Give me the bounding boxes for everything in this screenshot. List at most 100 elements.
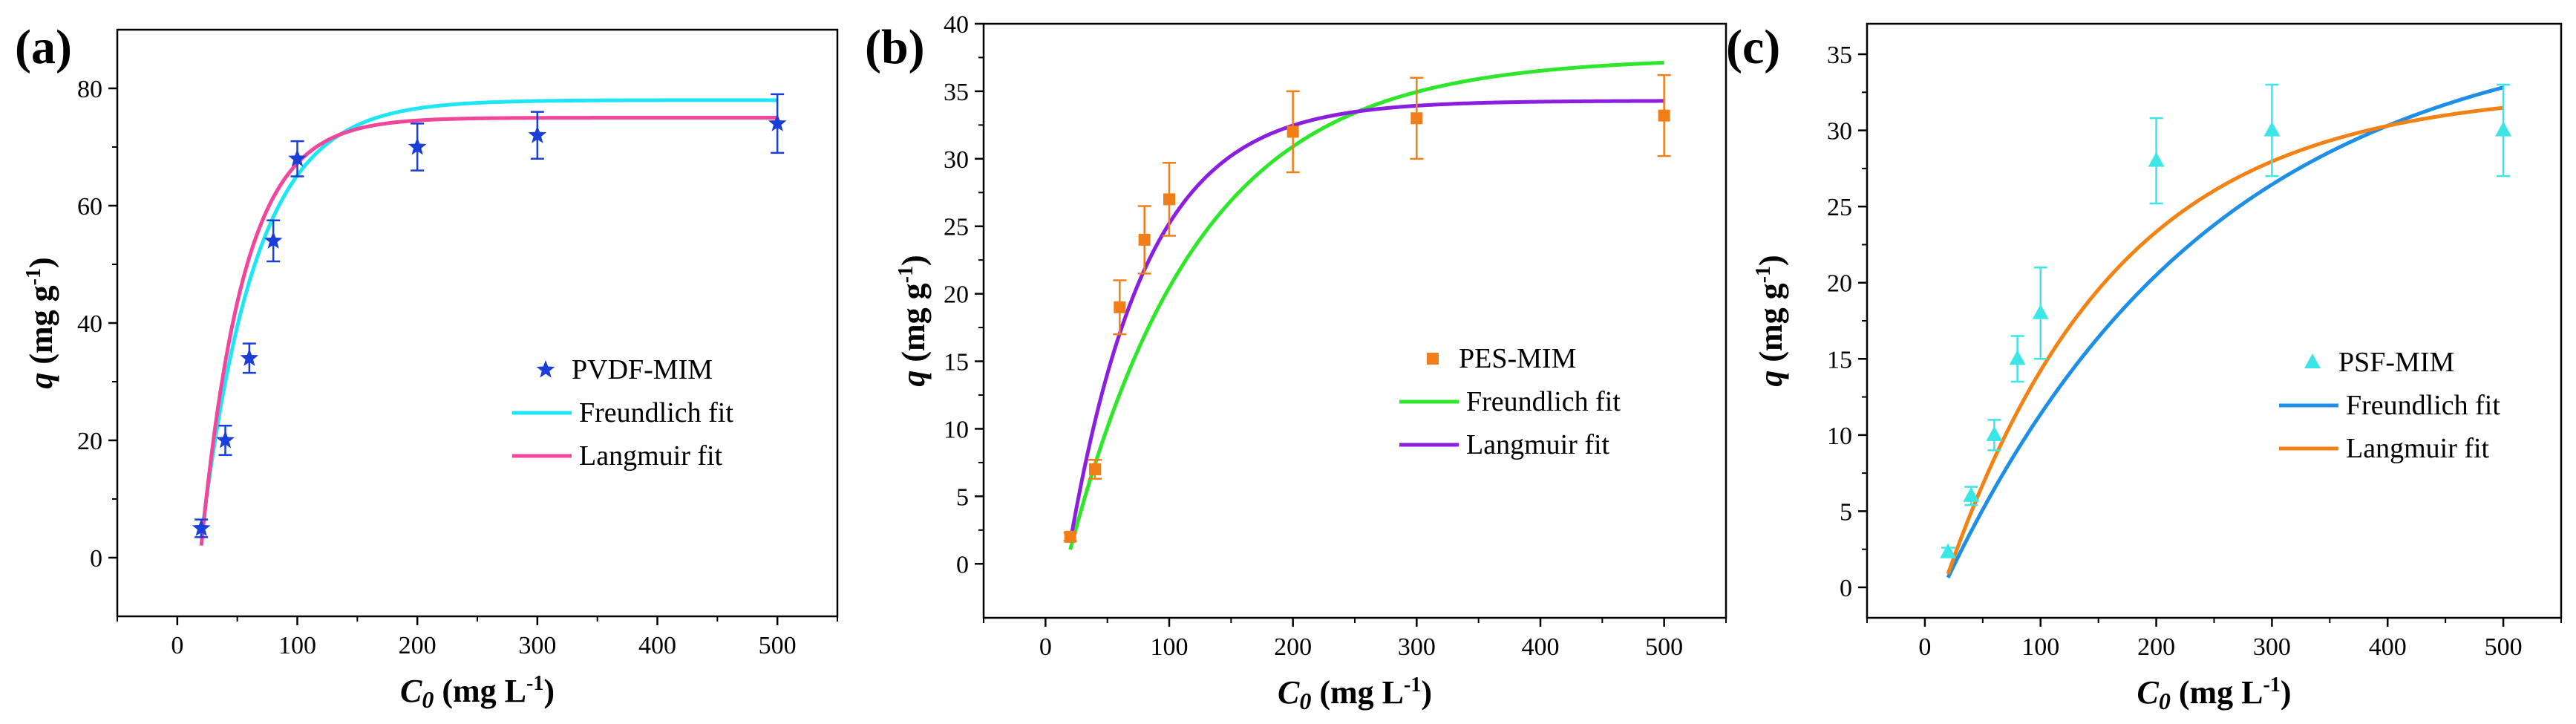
y-axis-title: q (mg g-1) (895, 255, 932, 386)
y-axis-title: q (mg g-1) (22, 257, 59, 388)
x-tick-label: 200 (399, 632, 437, 659)
panel-label: (a) (15, 20, 72, 74)
y-tick-label: 15 (944, 349, 969, 376)
data-point (240, 348, 259, 366)
data-point (2148, 151, 2165, 167)
x-tick-label: 400 (638, 632, 676, 659)
y-axis-close: ) (1753, 255, 1789, 266)
legend-marker (1427, 353, 1439, 365)
y-axis-symbol: q (23, 373, 59, 389)
y-tick-label: 0 (956, 551, 969, 578)
data-point (1138, 233, 1151, 246)
fit-curve-freundlich (1946, 85, 2504, 578)
y-tick-label: 20 (1827, 270, 1852, 298)
data-point (1410, 112, 1423, 125)
data-point (1658, 109, 1670, 122)
x-tick-label: 0 (171, 632, 183, 659)
x-axis-exponent: -1 (526, 672, 543, 695)
legend-label-fit: Langmuir fit (579, 440, 723, 472)
fit-curve-langmuir (1068, 99, 1664, 543)
y-axis-units: (mg g (23, 285, 59, 372)
y-tick-label: 5 (1840, 498, 1852, 526)
legend-label-fit: Freundlich fit (1466, 386, 1621, 417)
data-point (1064, 530, 1076, 543)
data-point (768, 114, 787, 131)
x-axis-symbol: C (400, 673, 422, 709)
y-tick-label: 15 (1827, 346, 1852, 374)
panel-label: (c) (1726, 20, 1780, 74)
y-axis-title: q (mg g-1) (1752, 255, 1789, 386)
legend-label-fit: Langmuir fit (1466, 429, 1610, 460)
x-tick-label: 0 (1039, 633, 1052, 661)
x-axis-close: ) (1421, 674, 1432, 711)
legend-label-fit: Freundlich fit (2346, 390, 2500, 421)
data-point (2263, 121, 2281, 137)
fit-curve-freundlich (199, 98, 778, 538)
data-point (2032, 304, 2049, 319)
y-tick-label: 40 (944, 11, 969, 39)
data-point (1986, 425, 2003, 441)
y-tick-label: 30 (1827, 118, 1852, 146)
data-point (2495, 121, 2512, 137)
y-tick-label: 10 (944, 416, 969, 443)
x-tick-label: 400 (2369, 633, 2407, 661)
x-axis-title: C0 (mg L-1) (400, 672, 555, 713)
y-tick-label: 60 (77, 193, 102, 221)
legend-marker (536, 360, 555, 378)
y-tick-label: 80 (77, 76, 102, 103)
x-tick-label: 200 (2137, 633, 2175, 661)
x-axis-exponent: -1 (1404, 674, 1421, 697)
x-axis-close: ) (543, 673, 555, 709)
data-point (528, 125, 547, 143)
x-axis-symbol: C (2137, 674, 2160, 711)
y-tick-label: 10 (1827, 423, 1852, 450)
data-point (216, 431, 235, 449)
fit-curve-langmuir (1946, 105, 2504, 575)
x-axis-subscript: 0 (422, 686, 434, 713)
y-axis-exponent: -1 (1752, 266, 1775, 283)
data-point (408, 137, 427, 155)
x-tick-label: 200 (1274, 633, 1312, 661)
fit-curve-langmuir (199, 116, 778, 546)
y-axis-units: (mg g (1753, 283, 1789, 370)
x-axis-title: C0 (mg L-1) (2137, 674, 2292, 714)
x-tick-label: 0 (1918, 633, 1931, 661)
y-tick-label: 25 (944, 214, 969, 241)
y-axis-symbol: q (1753, 371, 1789, 387)
data-point (1163, 193, 1175, 206)
legend-marker (2304, 353, 2321, 368)
x-axis-close: ) (2281, 674, 2292, 711)
y-axis-close: ) (895, 255, 932, 266)
x-tick-label: 100 (1151, 633, 1189, 661)
y-axis-exponent: -1 (895, 266, 918, 283)
y-tick-label: 0 (1840, 575, 1852, 602)
y-tick-label: 35 (1827, 42, 1852, 69)
data-point (288, 149, 307, 167)
y-tick-label: 30 (944, 146, 969, 174)
x-tick-label: 500 (2485, 633, 2523, 661)
x-tick-label: 300 (1398, 633, 1436, 661)
x-axis-exponent: -1 (2263, 674, 2281, 697)
y-tick-label: 40 (77, 310, 102, 338)
data-point (264, 231, 283, 249)
data-point (192, 518, 211, 537)
legend: PVDF-MIM Freundlich fit Langmuir fit (512, 354, 733, 472)
x-axis-units: (mg L (1311, 674, 1404, 711)
y-axis-units: (mg g (895, 283, 932, 370)
data-point (1114, 301, 1126, 313)
data-point (1287, 125, 1299, 138)
legend-label-points: PVDF-MIM (572, 354, 713, 385)
data-point (2009, 350, 2026, 365)
y-axis-symbol: q (895, 371, 932, 387)
x-axis-units: (mg L (2171, 674, 2263, 711)
data-point (1940, 543, 1957, 558)
y-tick-label: 5 (956, 483, 969, 511)
y-tick-label: 20 (77, 428, 102, 455)
y-axis-close: ) (23, 257, 59, 268)
legend-label-fit: Freundlich fit (579, 397, 733, 428)
x-tick-label: 400 (1522, 633, 1560, 661)
